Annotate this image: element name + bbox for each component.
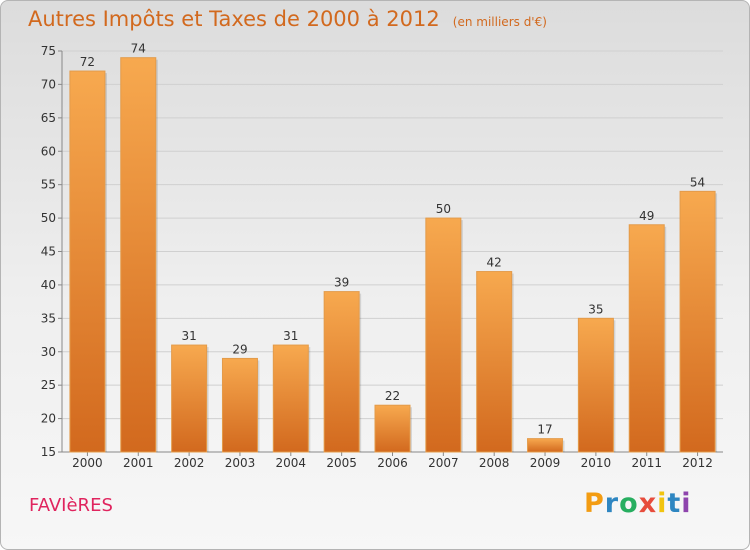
logo-letter: r	[604, 488, 620, 519]
logo-letter: x	[638, 488, 658, 519]
x-tick-label-2001: 2001	[123, 456, 154, 470]
value-label-2007: 50	[436, 202, 451, 216]
bar-2007	[425, 217, 462, 453]
proxiti-logo: Proxiti	[584, 488, 692, 519]
x-tick-label-2012: 2012	[682, 456, 713, 470]
bar-2006	[374, 404, 411, 453]
value-label-2012: 54	[690, 175, 705, 189]
y-tick-label: 55	[41, 178, 56, 192]
y-tick-label: 45	[41, 245, 56, 259]
x-tick-label-2010: 2010	[581, 456, 612, 470]
y-tick-label: 40	[41, 278, 56, 292]
y-tick-label: 35	[41, 311, 56, 325]
bar-2009	[527, 438, 564, 453]
bar-2012	[679, 190, 716, 453]
y-tick-label: 20	[41, 412, 56, 426]
value-label-2009: 17	[537, 423, 552, 437]
x-tick-label-2009: 2009	[530, 456, 561, 470]
value-label-2011: 49	[639, 209, 654, 223]
bar-2003	[221, 357, 258, 453]
value-label-2002: 31	[181, 329, 196, 343]
bar-2002	[171, 344, 208, 453]
logo-letter: t	[667, 488, 682, 519]
y-tick-label: 65	[41, 111, 56, 125]
value-label-2004: 31	[283, 329, 298, 343]
bar-2004	[272, 344, 309, 453]
y-tick-label: 30	[41, 345, 56, 359]
x-tick-label-2008: 2008	[479, 456, 510, 470]
bar-2011	[628, 224, 665, 453]
y-tick-label: 25	[41, 378, 56, 392]
x-tick-label-2002: 2002	[174, 456, 205, 470]
x-tick-label-2011: 2011	[631, 456, 662, 470]
y-tick-label: 70	[41, 77, 56, 91]
value-label-2010: 35	[588, 302, 603, 316]
logo-letter: i	[657, 488, 668, 519]
bar-2000	[69, 70, 106, 453]
y-tick-label: 75	[41, 44, 56, 58]
chart-title-block: Autres Impôts et Taxes de 2000 à 2012 (e…	[28, 7, 547, 31]
bar-2005	[323, 291, 360, 453]
value-label-2001: 74	[131, 42, 146, 56]
bar-2010	[577, 317, 614, 453]
logo-letter: i	[681, 488, 692, 519]
bar-2001	[120, 57, 157, 453]
value-label-2003: 29	[232, 342, 247, 356]
logo-letter: o	[619, 488, 639, 519]
chart-title: Autres Impôts et Taxes de 2000 à 2012	[28, 7, 440, 31]
x-tick-label-2000: 2000	[72, 456, 103, 470]
x-tick-label-2006: 2006	[377, 456, 408, 470]
y-tick-label: 50	[41, 211, 56, 225]
value-label-2000: 72	[80, 55, 95, 69]
value-label-2008: 42	[487, 256, 502, 270]
y-tick-label: 15	[41, 445, 56, 459]
chart-unit: (en milliers d'€)	[452, 15, 547, 29]
x-tick-label-2004: 2004	[276, 456, 307, 470]
bar-2008	[476, 271, 513, 453]
value-label-2006: 22	[385, 389, 400, 403]
value-label-2005: 39	[334, 276, 349, 290]
x-tick-label-2007: 2007	[428, 456, 459, 470]
x-tick-label-2005: 2005	[326, 456, 357, 470]
x-tick-label-2003: 2003	[225, 456, 256, 470]
commune-name: FAVIèRES	[29, 495, 113, 516]
y-tick-label: 60	[41, 144, 56, 158]
logo-letter: P	[584, 488, 605, 519]
